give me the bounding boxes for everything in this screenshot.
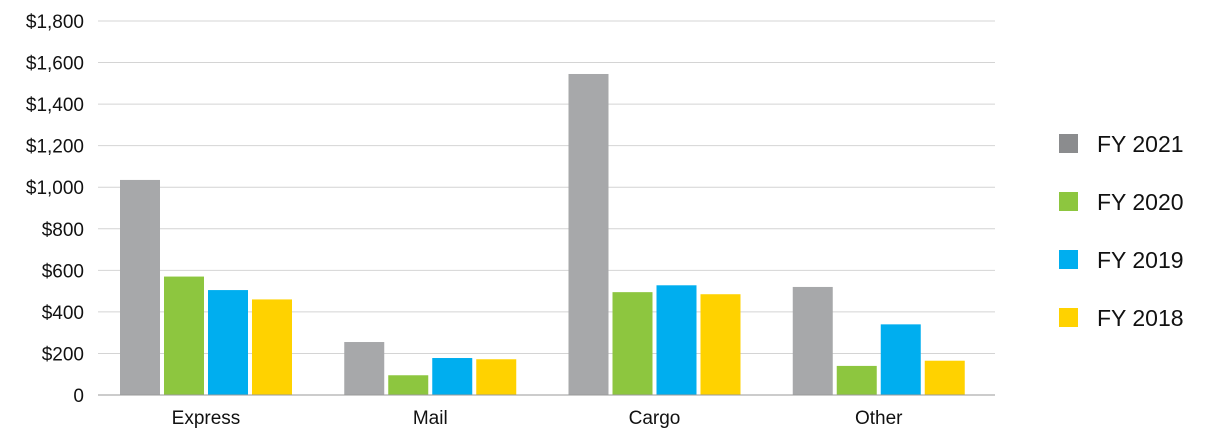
y-tick-label: $200 (42, 344, 84, 365)
legend-swatch (1059, 308, 1078, 327)
legend-swatch (1059, 134, 1078, 153)
bar-fy-2021-other (792, 286, 833, 395)
bar-fy-2018-express (252, 299, 292, 395)
legend-label: FY 2018 (1097, 305, 1184, 331)
bar-fy-2020-express (164, 276, 204, 395)
legend-swatch (1059, 250, 1078, 269)
legend: FY 2021 FY 2020 FY 2019 FY 2018 (1059, 131, 1184, 331)
y-tick-label: $1,600 (26, 54, 84, 75)
y-tick-label: $1,400 (26, 95, 84, 116)
legend-label: FY 2021 (1097, 131, 1184, 157)
legend-label: FY 2020 (1097, 189, 1184, 215)
bar-fy-2020-mail (388, 375, 429, 395)
x-category-label: Cargo (629, 408, 681, 429)
bar-fy-2020-other (836, 365, 877, 395)
y-tick-label: $1,800 (26, 12, 84, 33)
legend-swatch (1059, 192, 1078, 211)
x-axis-category-labels: Express Mail Cargo Other (172, 408, 903, 429)
y-tick-label: $1,000 (26, 178, 84, 199)
bar-fy-2019-express (208, 290, 248, 395)
x-category-label: Other (855, 408, 903, 429)
x-category-label: Express (172, 408, 241, 429)
bar-fy-2018-mail (476, 359, 517, 395)
bar-fy-2021-mail (344, 342, 385, 395)
bar-fy-2018-other (924, 360, 965, 395)
legend-label: FY 2019 (1097, 247, 1184, 273)
bar-fy-2020-cargo (612, 292, 653, 395)
y-tick-label: $800 (42, 220, 84, 241)
bar-fy-2021-express (120, 179, 160, 395)
bar-fy-2019-cargo (656, 285, 697, 395)
bar-fy-2019-other (880, 324, 921, 395)
x-category-label: Mail (413, 408, 448, 429)
bar-fy-2019-mail (432, 358, 473, 395)
y-tick-label: $400 (42, 303, 84, 324)
y-axis-tick-labels: 0 $200 $400 $600 $800 $1,000 $1,200 $1,400 $1,60… (26, 12, 84, 407)
y-tick-label: $1,200 (26, 137, 84, 158)
bar-fy-2018-cargo (700, 294, 741, 395)
bars (120, 73, 965, 395)
y-tick-label: 0 (73, 386, 84, 407)
y-tick-label: $600 (42, 261, 84, 282)
bar-fy-2021-cargo (568, 73, 609, 395)
